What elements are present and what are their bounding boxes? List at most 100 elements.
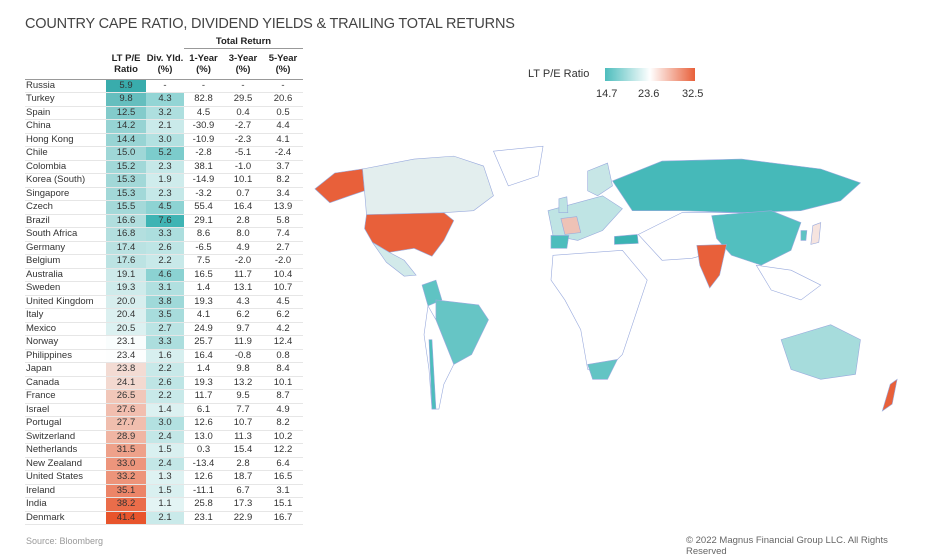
map-norway-sweden xyxy=(587,162,613,197)
div-yield-cell: 3.3 xyxy=(146,227,184,242)
country-name: Brazil xyxy=(25,214,106,228)
pe-ratio-cell: 27.6 xyxy=(106,403,146,417)
total-return-header: Total Return xyxy=(184,35,303,49)
div-yield-cell: 1.5 xyxy=(146,443,184,458)
table-row: Hong Kong 14.4 3.0 -10.9 -2.3 4.1 xyxy=(25,133,303,147)
map-china xyxy=(711,210,802,266)
map-canada xyxy=(362,155,494,215)
return-3y-cell: 10.7 xyxy=(223,416,263,431)
return-5y-cell: 3.4 xyxy=(263,187,303,201)
pe-ratio-cell: 15.0 xyxy=(106,146,146,161)
country-name: Mexico xyxy=(25,322,106,336)
country-name: United States xyxy=(25,470,106,485)
div-yield-cell: 2.1 xyxy=(146,119,184,134)
map-mexico xyxy=(372,242,417,277)
return-1y-cell: 25.8 xyxy=(184,497,223,512)
table-row: Portugal 27.7 3.0 12.6 10.7 8.2 xyxy=(25,416,303,431)
return-1y-cell: 0.3 xyxy=(184,443,223,458)
div-yield-cell: 2.2 xyxy=(146,362,184,377)
div-yield-cell: 2.4 xyxy=(146,457,184,471)
pe-ratio-cell: 16.6 xyxy=(106,214,146,228)
map-alaska xyxy=(314,168,365,204)
div-yield-cell: 2.4 xyxy=(146,430,184,444)
return-5y-cell: 3.7 xyxy=(263,160,303,174)
pe-ratio-cell: 27.7 xyxy=(106,416,146,431)
return-3y-cell: 11.7 xyxy=(223,268,263,282)
return-3y-cell: 29.5 xyxy=(223,92,263,107)
country-name: Sweden xyxy=(25,281,106,296)
table-row: Canada 24.1 2.6 19.3 13.2 10.1 xyxy=(25,376,303,390)
map-new-zealand xyxy=(881,378,898,412)
return-3y-cell: -2.3 xyxy=(223,133,263,147)
country-name: United Kingdom xyxy=(25,295,106,309)
table-row: China 14.2 2.1 -30.9 -2.7 4.4 xyxy=(25,119,303,134)
table-row: Spain 12.5 3.2 4.5 0.4 0.5 xyxy=(25,106,303,120)
table-row: Netherlands 31.5 1.5 0.3 15.4 12.2 xyxy=(25,443,303,458)
return-5y-cell: 2.7 xyxy=(263,241,303,255)
return-5y-cell: 8.2 xyxy=(263,416,303,431)
return-5y-cell: 5.8 xyxy=(263,214,303,228)
return-3y-cell: 9.7 xyxy=(223,322,263,336)
div-yield-cell: 2.6 xyxy=(146,241,184,255)
return-1y-cell: 38.1 xyxy=(184,160,223,174)
country-name: Canada xyxy=(25,376,106,390)
pe-ratio-cell: 38.2 xyxy=(106,497,146,512)
return-1y-cell: 19.3 xyxy=(184,295,223,309)
column-header: 5-Year (%) xyxy=(263,48,303,80)
cape-table: Total Return LT P/E Ratio Div. Yld. (%) 1-… xyxy=(25,35,303,525)
return-5y-cell: 20.6 xyxy=(263,92,303,107)
div-yield-cell: 1.3 xyxy=(146,470,184,485)
pe-ratio-cell: 35.1 xyxy=(106,484,146,498)
pe-ratio-cell: 33.2 xyxy=(106,470,146,485)
return-5y-cell: 0.5 xyxy=(263,106,303,120)
country-name: Singapore xyxy=(25,187,106,201)
return-1y-cell: -6.5 xyxy=(184,241,223,255)
map-france xyxy=(560,216,582,235)
source-note: Source: Bloomberg xyxy=(26,536,104,546)
return-1y-cell: 29.1 xyxy=(184,214,223,228)
table-row: Singapore 15.3 2.3 -3.2 0.7 3.4 xyxy=(25,187,303,201)
return-3y-cell: 0.4 xyxy=(223,106,263,120)
column-header: 3-Year (%) xyxy=(223,48,263,80)
return-5y-cell: 8.4 xyxy=(263,362,303,377)
table-row: Belgium 17.6 2.2 7.5 -2.0 -2.0 xyxy=(25,254,303,269)
return-3y-cell: 17.3 xyxy=(223,497,263,512)
return-5y-cell: 13.9 xyxy=(263,200,303,215)
div-yield-cell: 2.2 xyxy=(146,389,184,404)
return-3y-cell: - xyxy=(223,79,263,93)
return-5y-cell: 15.1 xyxy=(263,497,303,512)
return-3y-cell: 7.7 xyxy=(223,403,263,417)
return-3y-cell: -2.7 xyxy=(223,119,263,134)
return-1y-cell: 4.1 xyxy=(184,308,223,323)
return-5y-cell: 8.7 xyxy=(263,389,303,404)
pe-ratio-cell: 15.2 xyxy=(106,160,146,174)
return-1y-cell: 8.6 xyxy=(184,227,223,242)
column-header: Div. Yld. (%) xyxy=(146,48,184,80)
table-row: United Kingdom 20.0 3.8 19.3 4.3 4.5 xyxy=(25,295,303,309)
return-3y-cell: -0.8 xyxy=(223,349,263,363)
pe-ratio-cell: 9.8 xyxy=(106,92,146,107)
table-row: Chile 15.0 5.2 -2.8 -5.1 -2.4 xyxy=(25,146,303,161)
return-5y-cell: 6.4 xyxy=(263,457,303,471)
return-3y-cell: -1.0 xyxy=(223,160,263,174)
return-1y-cell: -30.9 xyxy=(184,119,223,134)
world-map xyxy=(314,145,898,412)
return-3y-cell: 9.8 xyxy=(223,362,263,377)
table-row: Korea (South) 15.3 1.9 -14.9 10.1 8.2 xyxy=(25,173,303,188)
column-header-row: LT P/E Ratio Div. Yld. (%) 1-Year (%) 3-Yea… xyxy=(25,48,303,80)
return-3y-cell: 8.0 xyxy=(223,227,263,242)
country-name: Denmark xyxy=(25,511,106,525)
div-yield-cell: 4.3 xyxy=(146,92,184,107)
table-row: Switzerland 28.9 2.4 13.0 11.3 10.2 xyxy=(25,430,303,444)
country-name: Norway xyxy=(25,335,106,350)
return-1y-cell: 16.5 xyxy=(184,268,223,282)
return-5y-cell: -2.0 xyxy=(263,254,303,269)
return-3y-cell: 10.1 xyxy=(223,173,263,188)
map-usa xyxy=(364,212,455,257)
return-1y-cell: 82.8 xyxy=(184,92,223,107)
column-header: 1-Year (%) xyxy=(184,48,223,80)
country-name: Czech xyxy=(25,200,106,215)
map-korea xyxy=(800,230,808,241)
copyright: © 2022 Magnus Financial Group LLC. All R… xyxy=(686,535,888,557)
map-japan xyxy=(810,222,822,245)
